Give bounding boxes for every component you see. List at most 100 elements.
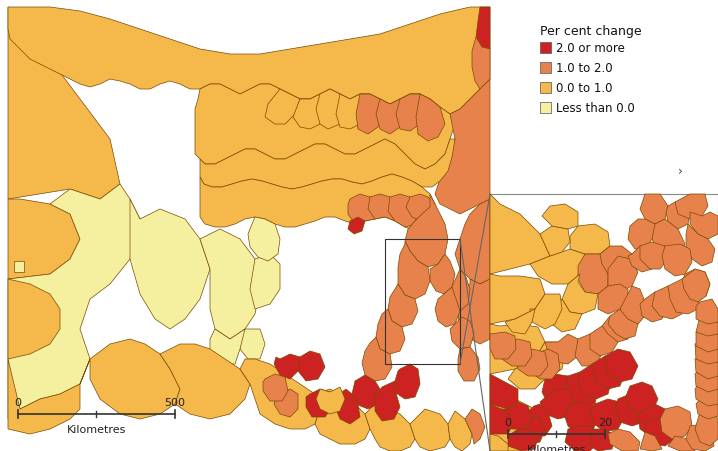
- Text: 0: 0: [14, 397, 22, 407]
- Polygon shape: [602, 316, 630, 342]
- Polygon shape: [490, 374, 545, 451]
- Polygon shape: [368, 194, 398, 221]
- Polygon shape: [662, 244, 692, 276]
- Polygon shape: [690, 212, 718, 239]
- Polygon shape: [395, 364, 420, 399]
- Polygon shape: [316, 387, 345, 414]
- Polygon shape: [640, 194, 668, 225]
- Polygon shape: [640, 292, 668, 322]
- Polygon shape: [452, 269, 470, 311]
- Polygon shape: [600, 246, 632, 276]
- Polygon shape: [562, 274, 598, 314]
- Polygon shape: [458, 347, 480, 381]
- Polygon shape: [250, 254, 280, 309]
- Polygon shape: [668, 279, 700, 314]
- Text: Per cent change: Per cent change: [540, 25, 642, 38]
- Polygon shape: [590, 429, 615, 451]
- Polygon shape: [490, 274, 545, 324]
- Polygon shape: [306, 389, 332, 417]
- Polygon shape: [356, 95, 382, 135]
- Polygon shape: [490, 324, 545, 374]
- Polygon shape: [565, 426, 598, 451]
- Bar: [540, 63, 551, 74]
- Polygon shape: [248, 217, 280, 262]
- Polygon shape: [80, 339, 180, 419]
- Polygon shape: [490, 194, 550, 274]
- Polygon shape: [195, 85, 455, 170]
- Polygon shape: [516, 349, 548, 376]
- Polygon shape: [240, 329, 265, 359]
- Polygon shape: [388, 194, 418, 227]
- Polygon shape: [465, 409, 485, 444]
- Polygon shape: [608, 257, 638, 292]
- Polygon shape: [435, 287, 460, 327]
- Polygon shape: [348, 217, 365, 235]
- Polygon shape: [8, 8, 490, 115]
- Polygon shape: [500, 339, 532, 366]
- Polygon shape: [525, 404, 552, 436]
- Polygon shape: [490, 434, 508, 451]
- Polygon shape: [8, 199, 80, 279]
- Polygon shape: [8, 359, 80, 434]
- Polygon shape: [160, 344, 250, 419]
- Polygon shape: [265, 90, 300, 125]
- Polygon shape: [598, 285, 628, 314]
- Bar: [385, 239, 460, 364]
- Polygon shape: [686, 424, 714, 451]
- Polygon shape: [435, 80, 490, 215]
- Polygon shape: [542, 205, 578, 230]
- Polygon shape: [274, 354, 300, 379]
- Polygon shape: [298, 351, 325, 381]
- Polygon shape: [695, 352, 718, 379]
- Bar: [540, 43, 551, 54]
- Polygon shape: [335, 389, 360, 424]
- Polygon shape: [620, 286, 645, 324]
- Polygon shape: [695, 339, 718, 364]
- Polygon shape: [592, 356, 625, 389]
- Text: Less than 0.0: Less than 0.0: [556, 102, 635, 115]
- Polygon shape: [130, 199, 210, 329]
- Polygon shape: [645, 419, 675, 446]
- Polygon shape: [518, 416, 545, 444]
- Polygon shape: [695, 409, 718, 446]
- Polygon shape: [505, 309, 535, 334]
- Bar: [540, 103, 551, 114]
- Polygon shape: [14, 262, 24, 272]
- Polygon shape: [315, 389, 370, 444]
- Polygon shape: [626, 382, 658, 414]
- Polygon shape: [640, 243, 668, 269]
- Polygon shape: [398, 241, 430, 299]
- Polygon shape: [200, 140, 455, 189]
- Polygon shape: [210, 329, 245, 364]
- Polygon shape: [376, 100, 405, 135]
- Polygon shape: [410, 409, 450, 451]
- Polygon shape: [455, 199, 490, 285]
- Polygon shape: [695, 379, 718, 406]
- Polygon shape: [430, 254, 455, 295]
- Polygon shape: [240, 359, 320, 429]
- Polygon shape: [490, 374, 518, 409]
- Polygon shape: [542, 374, 575, 409]
- Polygon shape: [590, 399, 625, 432]
- Polygon shape: [535, 342, 565, 376]
- Polygon shape: [682, 269, 710, 302]
- Text: 0.0 to 1.0: 0.0 to 1.0: [556, 82, 612, 95]
- Polygon shape: [575, 334, 602, 366]
- Polygon shape: [200, 175, 435, 231]
- Polygon shape: [508, 429, 538, 451]
- Polygon shape: [668, 436, 695, 451]
- Polygon shape: [565, 372, 598, 409]
- Polygon shape: [450, 318, 474, 349]
- Polygon shape: [376, 309, 405, 354]
- Polygon shape: [263, 374, 288, 401]
- Polygon shape: [365, 404, 415, 451]
- Polygon shape: [660, 406, 692, 439]
- Text: 1.0 to 2.0: 1.0 to 2.0: [556, 62, 612, 75]
- Polygon shape: [388, 285, 418, 327]
- Polygon shape: [686, 225, 715, 267]
- Polygon shape: [675, 194, 708, 220]
- Polygon shape: [490, 404, 512, 434]
- Polygon shape: [8, 184, 140, 419]
- Text: 0: 0: [505, 417, 511, 427]
- Polygon shape: [695, 366, 718, 392]
